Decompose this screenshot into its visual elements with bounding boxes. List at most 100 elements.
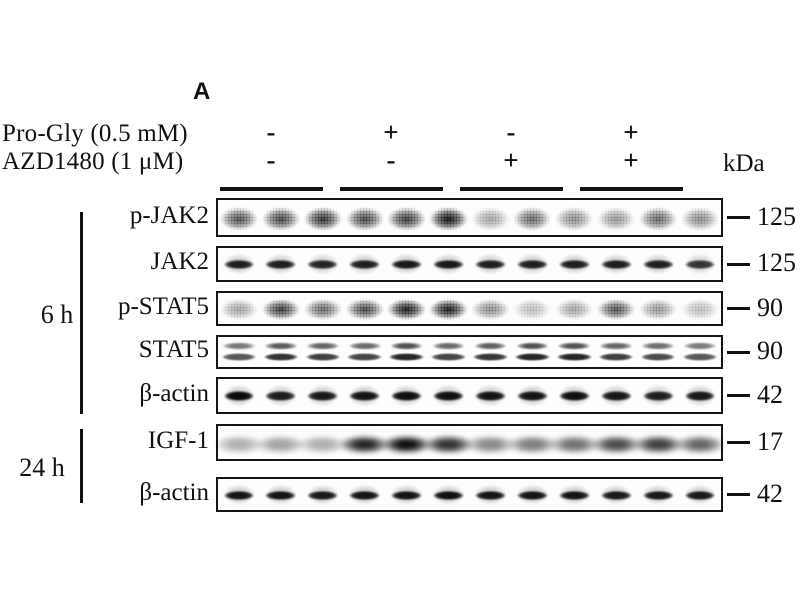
band: [637, 295, 679, 321]
blot-lane: [676, 426, 724, 459]
band: [472, 258, 509, 271]
mw-tick: [727, 350, 750, 354]
band: [472, 489, 509, 501]
blot-target-label: JAK2: [150, 248, 209, 275]
band-speckle-texture: [469, 294, 512, 322]
time-bracket-6h-line: [80, 212, 83, 414]
band: [512, 202, 553, 231]
blot-lane: [427, 200, 470, 235]
band-speckle-texture: [259, 294, 302, 322]
blot-lane: [259, 293, 302, 324]
band-lower: [555, 352, 594, 361]
band: [344, 295, 385, 321]
band: [386, 202, 427, 231]
condition-value: +: [623, 145, 639, 175]
band: [262, 390, 300, 403]
condition-label-pro-gly: Pro-Gly (0.5 mM): [2, 120, 188, 147]
band-speckle-texture: [301, 294, 344, 322]
band-speckle-texture: [385, 201, 428, 233]
blot-lane: [301, 200, 344, 235]
blot-lane: [302, 479, 344, 510]
band-speckle-texture: [259, 201, 302, 233]
band: [554, 202, 595, 231]
band: [220, 258, 258, 271]
blot-lane: [550, 426, 598, 459]
blot-lane: [260, 337, 302, 367]
blot-lane: [385, 293, 428, 324]
band: [550, 432, 598, 454]
lane-group-bar: [220, 187, 323, 191]
blot-lane: [637, 293, 680, 324]
mw-tick: [727, 394, 750, 397]
blot-lane: [425, 426, 472, 459]
blot-target-label: β-actin: [139, 478, 209, 506]
band: [430, 390, 467, 403]
blot-lane: [427, 293, 470, 324]
blot-lane: [343, 293, 386, 324]
band-lower: [429, 352, 468, 361]
band: [344, 202, 385, 231]
blot-box: [216, 377, 723, 414]
time-label-6h: 6 h: [40, 300, 74, 329]
blot-lane: [218, 200, 260, 235]
lane-group-bar: [580, 187, 683, 191]
band-speckle-texture: [343, 294, 386, 322]
blot-lane: [385, 200, 428, 235]
blot-lane: [428, 248, 470, 280]
band-upper: [513, 341, 552, 350]
band-lower: [219, 352, 259, 361]
band: [681, 258, 719, 271]
band: [383, 432, 431, 454]
band-lower: [387, 352, 426, 361]
band-speckle-texture: [301, 201, 344, 233]
blot-lane: [344, 479, 386, 510]
band-speckle-texture: [679, 201, 721, 233]
band: [257, 432, 305, 454]
band: [679, 295, 721, 321]
band: [676, 432, 724, 454]
blot-target-label: IGF-1: [147, 426, 209, 454]
band: [302, 295, 343, 321]
blot-lane: [341, 426, 389, 459]
band: [596, 202, 637, 231]
band: [639, 258, 677, 271]
condition-value: -: [386, 145, 396, 175]
band: [220, 489, 258, 501]
blot-lane: [383, 426, 431, 459]
blot-box: [215, 424, 724, 461]
mw-value: 17: [757, 426, 783, 456]
band: [592, 432, 640, 454]
blot-lane: [218, 337, 260, 367]
blot-lane: [218, 293, 260, 324]
band-lower: [261, 352, 301, 361]
blot-lane: [386, 248, 428, 280]
blot-lane: [679, 200, 721, 235]
blot-lane: [344, 248, 386, 280]
band: [679, 202, 721, 231]
blot-lane: [470, 479, 512, 510]
band-speckle-texture: [511, 294, 554, 322]
band: [346, 489, 384, 501]
blot-lane: [595, 200, 638, 235]
condition-label-azd1480: AZD1480 (1 μM): [2, 148, 184, 175]
band-upper: [429, 341, 468, 350]
band: [472, 390, 509, 403]
band-lower: [471, 352, 510, 361]
mw-value: 90: [757, 336, 783, 365]
mw-tick: [727, 441, 750, 444]
blot-lane: [511, 293, 554, 324]
blot-box: [216, 335, 723, 369]
band-speckle-texture: [553, 294, 596, 322]
blot-lane: [386, 379, 428, 412]
lane-group-bar: [460, 187, 563, 191]
band: [513, 258, 551, 271]
band: [554, 295, 595, 321]
band-speckle-texture: [427, 201, 470, 233]
blot-box: [216, 291, 723, 326]
band-upper: [345, 341, 384, 350]
band: [512, 295, 553, 321]
band-lower: [345, 352, 384, 361]
band: [304, 258, 342, 271]
blot-lane: [511, 200, 554, 235]
blot-lane: [637, 379, 679, 412]
